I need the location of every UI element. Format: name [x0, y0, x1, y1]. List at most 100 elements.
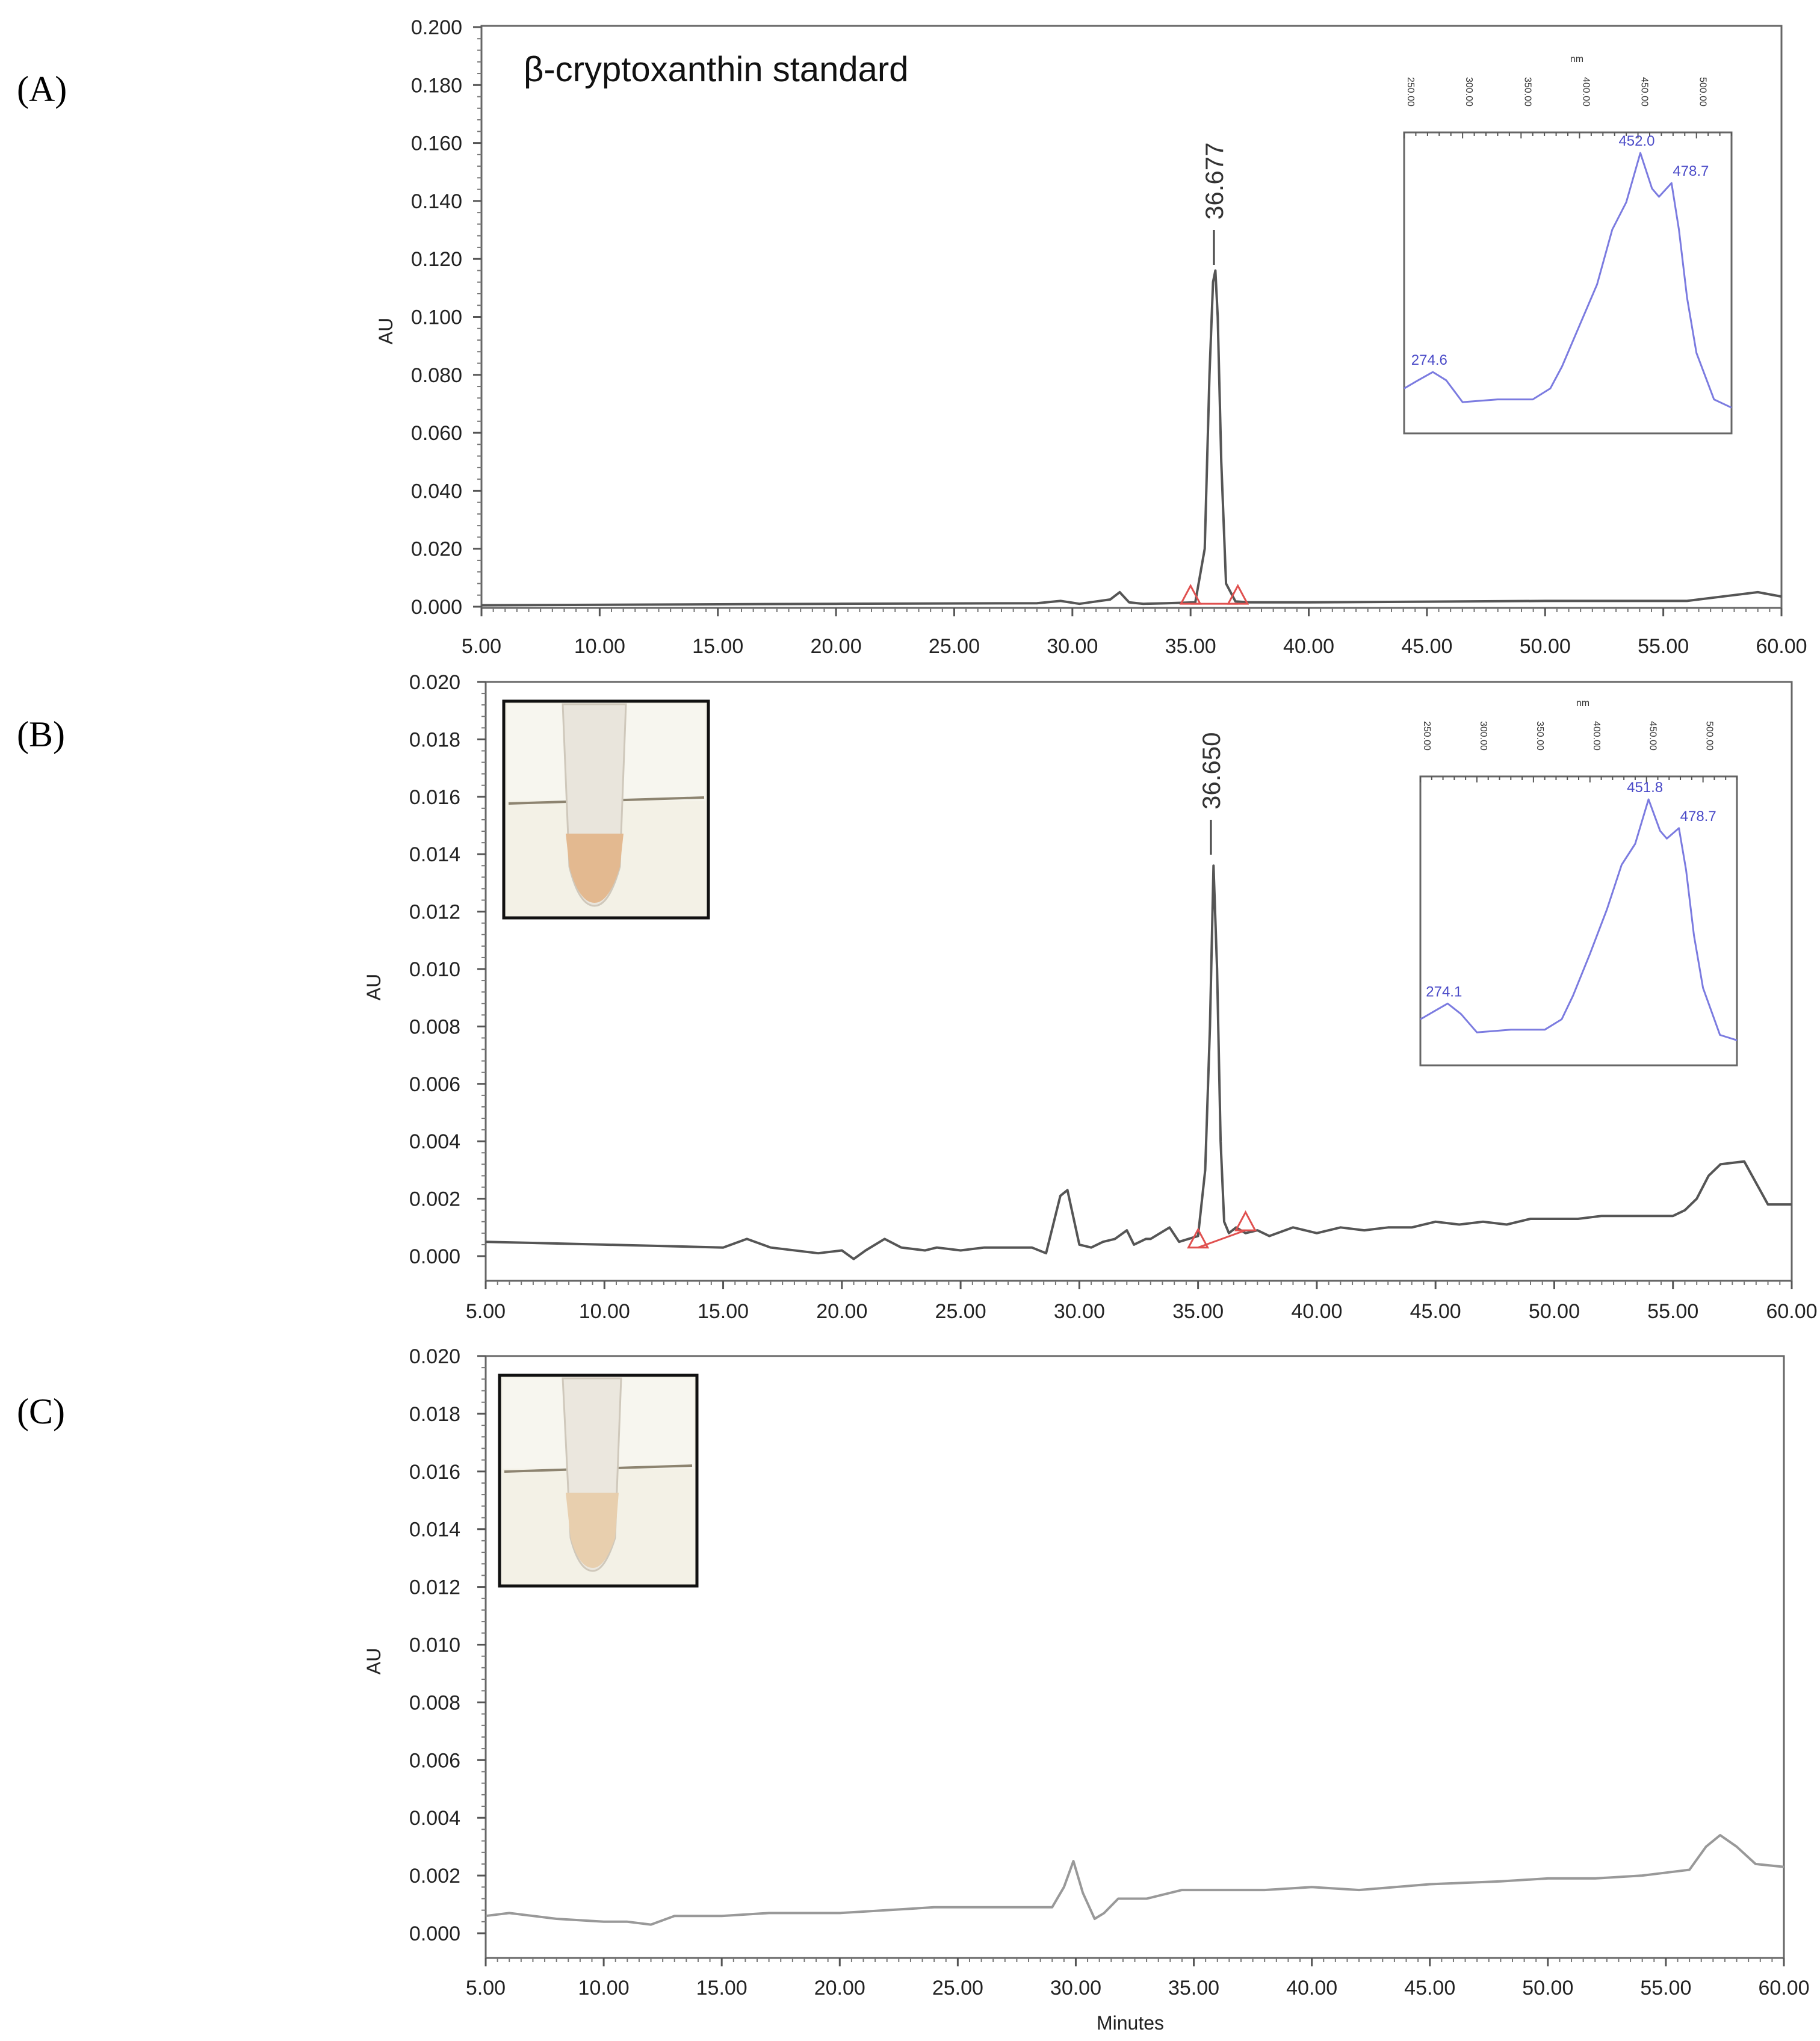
y-tick-label: 0.080 [411, 364, 462, 387]
x-tick-label: 35.00 [1168, 1977, 1219, 1999]
panel-c: (C) AU Minutes 0.000 0.002 0.004 0.006 0.008… [17, 1345, 1810, 2034]
y-tick-label: 0.012 [409, 1576, 460, 1599]
x-tick-label: 20.00 [814, 1977, 865, 1999]
x-tick-label: 25.00 [929, 635, 980, 658]
y-tick-label: 0.120 [411, 248, 462, 271]
panel-a-letter: (A) [17, 69, 67, 109]
x-tick-label: 15.00 [692, 635, 743, 658]
inset-tick-label: 250.00 [1405, 77, 1416, 107]
x-tick-label: 20.00 [811, 635, 862, 658]
panel-a: (A) β-cryptoxanthin standard AU 0.0000.0… [17, 16, 1807, 658]
inset-tick-label: 300.00 [1478, 721, 1488, 751]
y-tick-label: 0.140 [411, 190, 462, 213]
panel-c-x-ticks: 5.00 10.00 15.00 20.00 25.00 30.00 35.00 40.00 4… [466, 1958, 1810, 1999]
panel-b-y-ticks: 0.000 0.002 0.004 0.006 0.008 0.010 0.012 0.014… [409, 671, 486, 1268]
integration-marker [1234, 1210, 1257, 1231]
y-tick-label: 0.020 [411, 538, 462, 561]
panel-a-marks [481, 269, 1782, 607]
panel-a-inset-unit: nm [1570, 54, 1583, 64]
y-tick-label: 0.004 [409, 1807, 460, 1830]
y-tick-label: 0.014 [409, 1519, 460, 1541]
panel-b-spectrum-inset: nm 250.00 300.00 350.00 400.00 450.00 500.00 … [1419, 698, 1738, 1067]
x-tick-label: 15.00 [696, 1977, 748, 1999]
x-tick-label: 30.00 [1047, 635, 1098, 658]
y-tick-label: 0.160 [411, 132, 462, 155]
panel-a-spectrum-inset: nm 250.00 300.00 350.00 400.00 450.00 500.00 … [1403, 54, 1733, 435]
y-tick-label: 0.012 [409, 901, 460, 924]
inset-tick-label: 350.00 [1522, 77, 1532, 107]
panel-b-inset-marks: 274.1 451.8 478.7 [1420, 779, 1738, 1041]
x-tick-label: 5.00 [466, 1300, 506, 1323]
inset-tick-label: 450.00 [1648, 721, 1658, 751]
panel-c-y-axis-title: AU [363, 1648, 385, 1674]
spectrum-peak-label: 478.7 [1680, 808, 1716, 825]
y-tick-label: 0.040 [411, 480, 462, 503]
x-tick-label: 60.00 [1766, 1300, 1817, 1323]
panel-b-inset-unit: nm [1576, 698, 1589, 708]
x-tick-label: 15.00 [698, 1300, 749, 1323]
x-tick-label: 5.00 [466, 1977, 506, 1999]
x-tick-label: 45.00 [1401, 635, 1452, 658]
spectrum-peak-label: 478.7 [1673, 163, 1709, 179]
x-tick-label: 60.00 [1758, 1977, 1809, 1999]
x-tick-label: 40.00 [1291, 1300, 1342, 1323]
x-tick-label: 25.00 [935, 1300, 986, 1323]
y-tick-label: 0.018 [409, 1403, 460, 1426]
x-tick-label: 60.00 [1756, 635, 1807, 658]
panel-b-inset-frame [1419, 775, 1738, 1067]
x-tick-label: 35.00 [1172, 1300, 1224, 1323]
y-tick-label: 0.000 [411, 596, 462, 619]
y-tick-label: 0.010 [409, 958, 460, 981]
x-tick-label: 35.00 [1165, 635, 1216, 658]
y-tick-label: 0.000 [409, 1922, 460, 1945]
y-tick-label: 0.020 [409, 671, 460, 694]
integration-marker [1179, 583, 1202, 605]
inset-tick-label: 500.00 [1698, 77, 1708, 107]
inset-tick-label: 450.00 [1639, 77, 1650, 107]
panel-c-marks [485, 1834, 1784, 1926]
panel-c-y-ticks: 0.000 0.002 0.004 0.006 0.008 0.010 0.012 0.014… [409, 1345, 486, 1945]
integration-marker [1187, 1227, 1210, 1249]
x-tick-label: 45.00 [1410, 1300, 1461, 1323]
x-tick-label: 55.00 [1640, 1977, 1691, 1999]
chromatogram-line [485, 864, 1792, 1260]
x-tick-label: 45.00 [1404, 1977, 1455, 1999]
inset-tick-label: 400.00 [1580, 77, 1591, 107]
panel-b: (B) AU 0.0000.0020.0040.0060.0080.0100.0… [17, 671, 1818, 1323]
panel-a-y-axis-title: AU [375, 318, 397, 344]
panel-b-x-ticks: 5.00 10.00 15.00 20.00 25.00 30.00 35.00 40.00 4… [466, 1281, 1818, 1323]
inset-tick-label: 300.00 [1464, 77, 1474, 107]
x-tick-label: 40.00 [1286, 1977, 1337, 1999]
y-tick-label: 0.016 [409, 786, 460, 809]
integration-baseline [1198, 1229, 1246, 1249]
x-tick-label: 50.00 [1529, 1300, 1580, 1323]
x-tick-label: 40.00 [1283, 635, 1334, 658]
panel-a-y-ticks: 0.000 0.020 0.040 0.060 0.080 0.100 0.120 0.140… [411, 16, 481, 619]
inset-tick-label: 250.00 [1422, 721, 1432, 751]
panel-c-sample-tube-photo [498, 1374, 699, 1588]
y-tick-label: 0.002 [409, 1865, 460, 1888]
panel-a-inset-ticks: 250.00 300.00 350.00 400.00 450.00 500.00 [1404, 77, 1732, 138]
x-tick-label: 10.00 [578, 1977, 630, 1999]
x-tick-label: 25.00 [932, 1977, 983, 1999]
spectrum-line [1420, 798, 1738, 1041]
y-tick-label: 0.008 [409, 1691, 460, 1714]
y-tick-label: 0.014 [409, 843, 460, 866]
panel-c-x-axis-title: Minutes [1097, 2012, 1164, 2034]
x-tick-label: 50.00 [1520, 635, 1571, 658]
x-tick-label: 30.00 [1050, 1977, 1101, 1999]
panel-a-inset-frame [1403, 131, 1733, 435]
x-tick-label: 30.00 [1054, 1300, 1105, 1323]
integration-marker [1227, 583, 1249, 605]
chromatogram-line [485, 1834, 1784, 1926]
y-tick-label: 0.100 [411, 306, 462, 329]
y-tick-label: 0.020 [409, 1345, 460, 1368]
inset-tick-label: 350.00 [1535, 721, 1545, 751]
panel-a-inset-marks: 274.6 452.0 478.7 [1404, 133, 1732, 409]
y-tick-label: 0.010 [409, 1634, 460, 1657]
x-tick-label: 55.00 [1638, 635, 1689, 658]
x-tick-label: 5.00 [462, 635, 501, 658]
spectrum-line [1404, 152, 1732, 409]
y-tick-label: 0.180 [411, 74, 462, 97]
